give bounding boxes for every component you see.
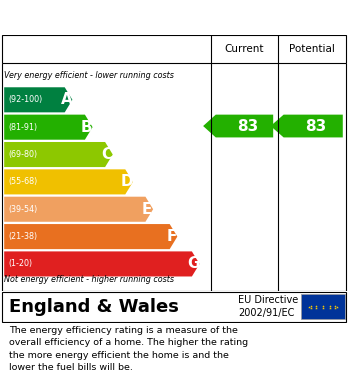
Text: G: G — [187, 256, 200, 271]
Bar — [301, 294, 345, 319]
Text: 83: 83 — [306, 118, 327, 134]
Text: EU Directive
2002/91/EC: EU Directive 2002/91/EC — [238, 295, 299, 318]
Text: Not energy efficient - higher running costs: Not energy efficient - higher running co… — [4, 275, 174, 285]
Text: (55-68): (55-68) — [8, 178, 38, 187]
Text: B: B — [81, 120, 93, 135]
Polygon shape — [271, 115, 343, 137]
Text: 83: 83 — [237, 118, 258, 134]
Text: England & Wales: England & Wales — [9, 298, 179, 316]
Polygon shape — [4, 251, 199, 276]
Text: (1-20): (1-20) — [8, 260, 32, 269]
Text: Energy Efficiency Rating: Energy Efficiency Rating — [9, 10, 230, 25]
Text: Potential: Potential — [290, 44, 335, 54]
Text: C: C — [101, 147, 112, 162]
Polygon shape — [4, 197, 153, 222]
Polygon shape — [4, 169, 133, 194]
Text: The energy efficiency rating is a measure of the
overall efficiency of a home. T: The energy efficiency rating is a measur… — [9, 326, 248, 373]
Text: F: F — [166, 229, 177, 244]
Text: (81-91): (81-91) — [8, 123, 38, 132]
Text: (39-54): (39-54) — [8, 205, 38, 214]
Text: Very energy efficient - lower running costs: Very energy efficient - lower running co… — [4, 71, 174, 80]
Text: E: E — [142, 202, 152, 217]
Polygon shape — [4, 115, 93, 140]
Polygon shape — [4, 142, 113, 167]
Polygon shape — [203, 115, 273, 137]
Text: (69-80): (69-80) — [8, 150, 38, 159]
Polygon shape — [4, 224, 177, 249]
Text: (92-100): (92-100) — [8, 95, 42, 104]
Polygon shape — [4, 87, 72, 112]
Text: D: D — [121, 174, 133, 189]
Text: (21-38): (21-38) — [8, 232, 38, 241]
Text: Current: Current — [225, 44, 264, 54]
Text: A: A — [61, 92, 72, 107]
